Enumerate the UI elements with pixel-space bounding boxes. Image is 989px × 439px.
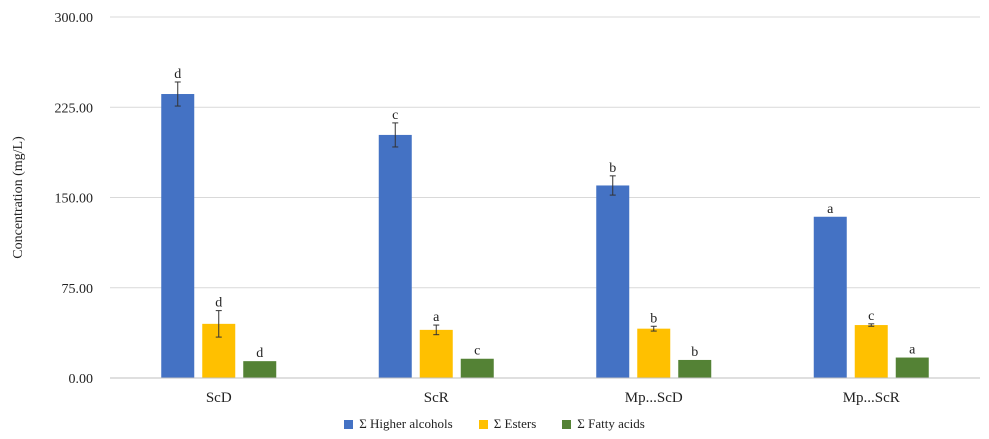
significance-letter: a [827,202,834,217]
legend-label: Σ Esters [493,416,537,431]
y-tick-label: 300.00 [55,11,94,26]
y-tick-label: 150.00 [55,192,94,207]
y-tick-label: 0.00 [69,372,94,387]
y-tick-labels: 0.00 75.00 150.00 225.00 300.00 [55,11,94,387]
chart-legend: Σ Higher alcohols Σ Esters Σ Fatty acids [0,416,989,432]
significance-letter: b [650,311,657,326]
bar [596,185,630,378]
bar [678,359,712,378]
bar [378,134,412,378]
significance-letter: d [215,296,222,311]
significance-letter: c [474,344,480,359]
legend-item: Σ Higher alcohols [344,416,453,432]
bar-chart: 0.00 75.00 150.00 225.00 300.00 d d d c a c b b b a c a… [11,11,980,406]
legend-label: Σ Higher alcohols [359,416,453,431]
bars [161,94,929,378]
category-label: ScR [424,390,449,406]
bar [161,94,195,378]
significance-letter: d [256,346,263,361]
legend-swatch [344,419,354,429]
bar [460,358,494,378]
category-label: ScD [206,390,232,406]
legend-swatch [478,419,488,429]
category-labels: ScD ScR Mp...ScD Mp...ScR [206,390,900,406]
significance-letter: d [174,67,181,82]
significance-letter: b [691,345,698,360]
y-tick-label: 225.00 [55,101,94,116]
category-label: Mp...ScR [843,390,900,406]
bar [854,325,888,378]
bar [813,216,847,378]
gridlines [110,16,980,289]
bar [419,329,453,378]
bar [243,361,277,378]
legend-label: Σ Fatty acids [577,416,645,431]
y-axis-title: Concentration (mg/L) [11,136,26,259]
legend-swatch [562,419,572,429]
category-label: Mp...ScD [625,390,683,406]
y-tick-label: 75.00 [62,282,94,297]
significance-letter: a [909,343,916,358]
significance-letter: c [868,309,874,324]
bar [895,357,929,378]
significance-letter: c [392,108,398,123]
error-bars [174,81,875,338]
significance-letters: d d d c a c b b b a c a [174,67,916,361]
bar [637,328,671,378]
significance-letter: b [609,161,616,176]
legend-item: Σ Esters [478,416,537,432]
legend-item: Σ Fatty acids [562,416,645,432]
significance-letter: a [433,310,440,325]
